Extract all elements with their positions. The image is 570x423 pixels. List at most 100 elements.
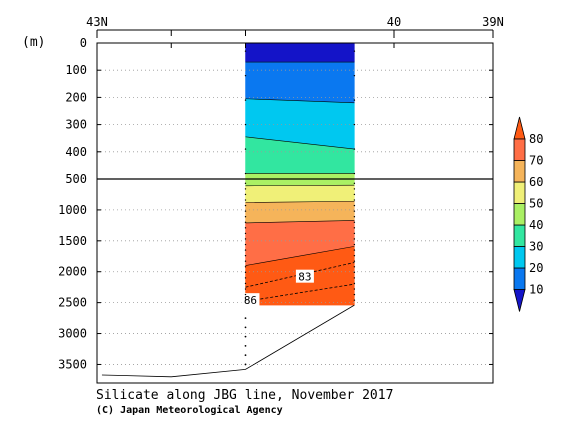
station-sample-dot bbox=[244, 277, 247, 279]
station-sample-dot bbox=[244, 172, 247, 175]
station-sample-dot bbox=[244, 299, 247, 301]
y-tick-label: 3000 bbox=[58, 327, 87, 341]
station-sample-dot bbox=[353, 148, 356, 150]
station-sample-dot bbox=[244, 243, 247, 246]
station-sample-dot bbox=[244, 221, 247, 223]
station-sample-dot bbox=[353, 188, 356, 190]
x-tick-label: 39N bbox=[482, 15, 504, 29]
station-sample-dot bbox=[244, 210, 247, 212]
station-sample-dot bbox=[353, 99, 356, 101]
colorbar: 10 20 30 40 50 60 70 80 bbox=[513, 116, 543, 312]
station-sample-dot bbox=[244, 204, 247, 207]
y-axis-unit-label: (m) bbox=[22, 35, 46, 50]
colorbar-max-triangle bbox=[513, 116, 526, 140]
y-tick-label: 2000 bbox=[58, 265, 87, 279]
layer-40-50 bbox=[245, 173, 355, 187]
station-sample-dot bbox=[353, 227, 356, 229]
y-tick-label: 100 bbox=[65, 63, 87, 77]
contour-line bbox=[245, 98, 355, 104]
station-sample-dot bbox=[244, 288, 247, 290]
station-sample-dot bbox=[353, 249, 356, 251]
colorbar-swatch bbox=[513, 267, 526, 290]
colorbar-label: 50 bbox=[529, 197, 543, 211]
bottom-profile-line bbox=[101, 304, 355, 378]
layer-<10 bbox=[245, 42, 355, 63]
station-sample-dot bbox=[353, 271, 356, 274]
station-sample-dot bbox=[353, 199, 356, 201]
station-sample-dot bbox=[244, 99, 247, 101]
station-sample-dot bbox=[353, 232, 356, 235]
station-dot bbox=[244, 363, 247, 366]
contour-label-bg bbox=[295, 269, 314, 283]
plot-frame bbox=[96, 29, 494, 384]
station-sample-dot bbox=[244, 227, 247, 229]
frame-rect bbox=[96, 42, 494, 384]
contour-label: 86 bbox=[244, 294, 257, 307]
layer-60-70 bbox=[245, 201, 355, 224]
station-sample-dot bbox=[353, 260, 356, 262]
contour-86 bbox=[245, 283, 355, 302]
station-sample-dot bbox=[244, 193, 247, 196]
station-sample-dot bbox=[353, 182, 356, 185]
colorbar-swatch bbox=[513, 246, 526, 269]
station-sample-dot bbox=[244, 254, 247, 257]
station-sample-dot bbox=[353, 288, 356, 290]
station-sample-dot bbox=[244, 260, 247, 262]
colorbar-swatch bbox=[513, 181, 526, 204]
bottom-topography bbox=[101, 50, 356, 378]
colorbar-label: 80 bbox=[529, 132, 543, 146]
x-tick-label: 43N bbox=[86, 15, 108, 29]
chart-credit: (C) Japan Meteorological Agency bbox=[96, 405, 283, 416]
station-sample-dot bbox=[353, 172, 356, 175]
section-fill bbox=[245, 42, 355, 306]
station-sample-dot bbox=[353, 299, 356, 301]
y-tick-label: 2500 bbox=[58, 296, 87, 310]
station-sample-dot bbox=[353, 210, 356, 212]
colorbar-min-triangle bbox=[513, 289, 526, 312]
colorbar-swatch bbox=[513, 138, 526, 161]
colorbar-label: 10 bbox=[529, 283, 543, 297]
station-sample-dot bbox=[353, 282, 356, 285]
contour-line bbox=[245, 200, 355, 203]
y-tick-label: 200 bbox=[65, 90, 87, 104]
station-dot bbox=[244, 326, 247, 329]
station-sample-dot bbox=[244, 188, 247, 190]
colorbar-swatch bbox=[513, 203, 526, 226]
station-sample-dot bbox=[353, 254, 356, 257]
y-tick-label: 1000 bbox=[58, 203, 87, 217]
y-tick-label: 0 bbox=[80, 36, 87, 50]
station-sample-dot bbox=[353, 243, 356, 246]
contour-label-bg bbox=[241, 293, 260, 307]
colorbar-label: 30 bbox=[529, 240, 543, 254]
station-sample-dot bbox=[244, 282, 247, 285]
y-tick-label: 400 bbox=[65, 145, 87, 159]
colorbar-swatch bbox=[513, 224, 526, 247]
station-sample-dot bbox=[244, 50, 247, 52]
contour-line bbox=[245, 136, 355, 150]
station-sample-dot bbox=[353, 123, 356, 126]
colorbar-label: 40 bbox=[529, 218, 543, 232]
station-sample-dot bbox=[353, 193, 356, 196]
station-sample-dot bbox=[353, 221, 356, 223]
station-sample-dot bbox=[244, 199, 247, 201]
station-sample-dot bbox=[353, 238, 356, 240]
colorbar-label: 20 bbox=[529, 261, 543, 275]
y-tick-label: 300 bbox=[65, 118, 87, 132]
station-sample-dot bbox=[353, 204, 356, 207]
station-sample-dot bbox=[244, 123, 247, 126]
contour-label: 83 bbox=[298, 271, 311, 284]
layer-10-20 bbox=[245, 61, 355, 104]
contour-line bbox=[245, 220, 355, 224]
station-dot bbox=[244, 354, 247, 357]
station-sample-dot bbox=[244, 74, 247, 77]
contour-line bbox=[245, 184, 355, 187]
station-sample-dot bbox=[353, 266, 356, 268]
station-sample-dot bbox=[244, 232, 247, 235]
colorbar-swatch bbox=[513, 160, 526, 183]
station-sample-dot bbox=[353, 50, 356, 52]
station-sample-dot bbox=[244, 271, 247, 274]
y-tick-label: 500 bbox=[65, 172, 87, 186]
station-sample-dot bbox=[244, 266, 247, 268]
station-sample-dot bbox=[353, 293, 356, 296]
